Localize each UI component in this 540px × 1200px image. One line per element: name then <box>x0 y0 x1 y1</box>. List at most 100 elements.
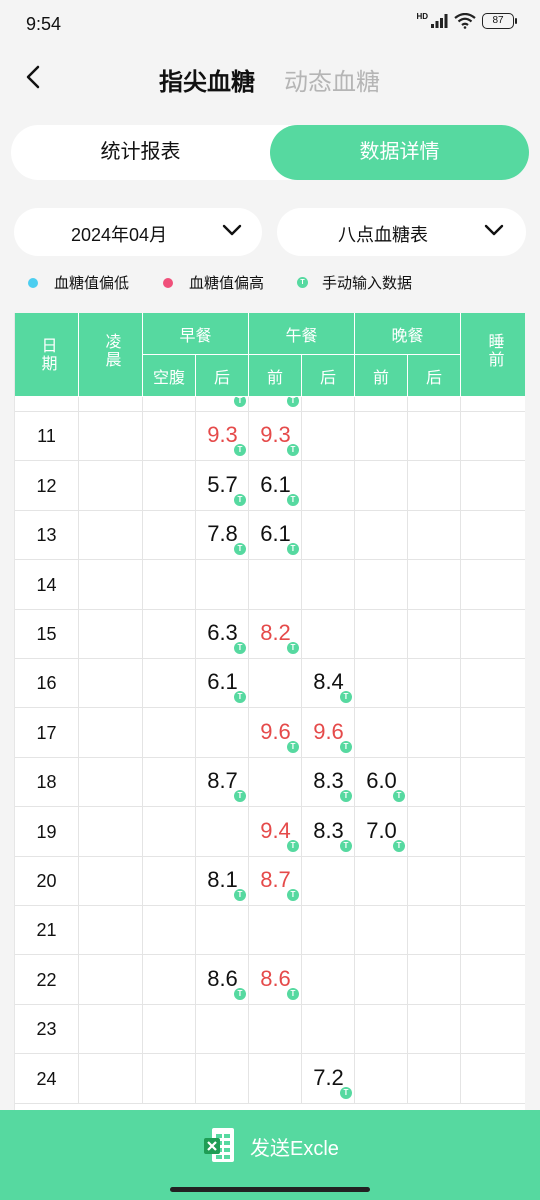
cell-breakfast-after[interactable] <box>196 954 249 1005</box>
cell-dinner-before[interactable] <box>355 757 408 808</box>
cell-breakfast-after[interactable] <box>196 510 249 561</box>
cell-dinner-before[interactable] <box>355 510 408 561</box>
cell-dawn[interactable] <box>79 806 143 857</box>
cell-dinner-after[interactable] <box>408 905 461 956</box>
cell-lunch-after[interactable] <box>302 559 355 610</box>
table-row[interactable]: 13 7.8 T 6.1 T <box>15 510 525 561</box>
table-row[interactable]: 14 <box>15 559 525 610</box>
table-type-select[interactable]: 八点血糖表 <box>277 208 526 256</box>
cell-bedtime[interactable] <box>461 856 525 906</box>
cell-bedtime[interactable] <box>461 411 525 461</box>
cell-lunch-after[interactable] <box>302 757 355 808</box>
cell-dinner-after[interactable] <box>408 609 461 659</box>
cell-bedtime[interactable] <box>461 955 525 1005</box>
cell-lunch-after[interactable] <box>302 806 355 857</box>
cell-bedtime[interactable] <box>461 461 525 511</box>
cell-lunch-before[interactable] <box>249 707 302 758</box>
cell-breakfast-after[interactable] <box>196 609 249 659</box>
month-select[interactable]: 2024年04月 <box>14 208 262 256</box>
cell-bedtime[interactable] <box>461 757 525 807</box>
cell-breakfast-after[interactable] <box>196 658 249 709</box>
cell-dawn[interactable] <box>79 460 143 511</box>
table-row[interactable]: 20 8.1 T 8.7 T <box>15 856 525 906</box>
table-row[interactable]: 23 <box>15 1004 525 1055</box>
cell-lunch-before[interactable] <box>249 806 302 857</box>
cell-lunch-before[interactable] <box>249 954 302 1005</box>
cell-dinner-before[interactable] <box>355 559 408 610</box>
table-row[interactable]: 16 6.1 T 8.4 T <box>15 658 525 709</box>
table-row[interactable]: 15 6.3 T 8.2 T <box>15 609 525 659</box>
cell-bedtime[interactable] <box>461 1004 525 1054</box>
cell-lunch-before[interactable] <box>249 1053 302 1104</box>
send-excel-button[interactable]: 发送Excle <box>0 1110 540 1180</box>
segment-statistics-report[interactable]: 统计报表 <box>100 141 181 163</box>
cell-lunch-after[interactable] <box>302 609 355 659</box>
cell-lunch-after[interactable] <box>302 658 355 709</box>
cell-bedtime[interactable] <box>461 1054 525 1104</box>
cell-bedtime[interactable] <box>461 609 525 659</box>
cell-bedtime[interactable] <box>461 905 525 955</box>
cell-dawn[interactable] <box>79 658 143 709</box>
cell-breakfast-after[interactable] <box>196 1053 249 1104</box>
cell-lunch-before[interactable] <box>249 905 302 956</box>
cell-dinner-before[interactable] <box>355 460 408 511</box>
cell-breakfast-fasting[interactable] <box>143 707 196 758</box>
cell-dinner-before[interactable] <box>355 658 408 709</box>
cell-breakfast-fasting[interactable] <box>143 460 196 511</box>
cell-dawn[interactable] <box>79 707 143 758</box>
cell-lunch-before[interactable] <box>249 411 302 462</box>
cell-lunch-after[interactable] <box>302 954 355 1005</box>
cell-dinner-before[interactable] <box>355 707 408 758</box>
cell-breakfast-after[interactable] <box>196 806 249 857</box>
cell-dawn[interactable] <box>79 1053 143 1104</box>
cell-dawn[interactable] <box>79 609 143 659</box>
cell-breakfast-fasting[interactable] <box>143 609 196 659</box>
cell-breakfast-fasting[interactable] <box>143 559 196 610</box>
cell-dawn[interactable] <box>79 1004 143 1055</box>
cell-lunch-before[interactable] <box>249 460 302 511</box>
cell-bedtime[interactable] <box>461 510 525 560</box>
cell-dinner-after[interactable] <box>408 1053 461 1104</box>
cell-dinner-after[interactable] <box>408 559 461 610</box>
cell-lunch-after[interactable] <box>302 460 355 511</box>
cell-dawn[interactable] <box>79 510 143 561</box>
tab-fingertip-glucose[interactable]: 指尖血糖 <box>159 69 255 96</box>
cell-dinner-after[interactable] <box>408 411 461 462</box>
cell-lunch-after[interactable] <box>302 707 355 758</box>
glucose-table[interactable]: 日期 凌晨 早餐 空腹 后 午餐 前 后 晚餐 前 后 睡前 108.6T8.8… <box>14 313 525 1110</box>
cell-dinner-before[interactable] <box>355 1053 408 1104</box>
cell-lunch-after[interactable] <box>302 411 355 462</box>
cell-bedtime[interactable] <box>461 708 525 758</box>
cell-lunch-before[interactable] <box>249 559 302 610</box>
cell-lunch-before[interactable] <box>249 1004 302 1055</box>
cell-breakfast-fasting[interactable] <box>143 954 196 1005</box>
table-row[interactable]: 12 5.7 T 6.1 T <box>15 460 525 511</box>
cell-dinner-after[interactable] <box>408 856 461 906</box>
cell-bedtime[interactable] <box>461 807 525 857</box>
cell-dinner-after[interactable] <box>408 806 461 857</box>
cell-lunch-before[interactable] <box>249 658 302 709</box>
cell-bedtime[interactable] <box>461 658 525 708</box>
cell-lunch-after[interactable] <box>302 1004 355 1055</box>
cell-dinner-before[interactable] <box>355 806 408 857</box>
table-row[interactable]: 19 9.4 T 8.3 T 7.0 T <box>15 806 525 857</box>
cell-breakfast-after[interactable] <box>196 707 249 758</box>
cell-dawn[interactable] <box>79 559 143 610</box>
cell-breakfast-after[interactable] <box>196 757 249 808</box>
cell-dinner-after[interactable] <box>408 954 461 1005</box>
cell-dawn[interactable] <box>79 905 143 956</box>
cell-dinner-after[interactable] <box>408 1004 461 1055</box>
cell-breakfast-after[interactable] <box>196 856 249 906</box>
cell-lunch-before[interactable] <box>249 510 302 561</box>
cell-dawn[interactable] <box>79 411 143 462</box>
cell-breakfast-after[interactable] <box>196 460 249 511</box>
cell-bedtime[interactable] <box>461 560 525 610</box>
cell-breakfast-after[interactable] <box>196 905 249 956</box>
cell-dinner-before[interactable] <box>355 609 408 659</box>
cell-dinner-before[interactable] <box>355 856 408 906</box>
cell-dinner-before[interactable] <box>355 1004 408 1055</box>
cell-dinner-after[interactable] <box>408 460 461 511</box>
tab-dynamic-glucose[interactable]: 动态血糖 <box>284 69 380 96</box>
cell-dinner-after[interactable] <box>408 757 461 808</box>
cell-dinner-after[interactable] <box>408 510 461 561</box>
